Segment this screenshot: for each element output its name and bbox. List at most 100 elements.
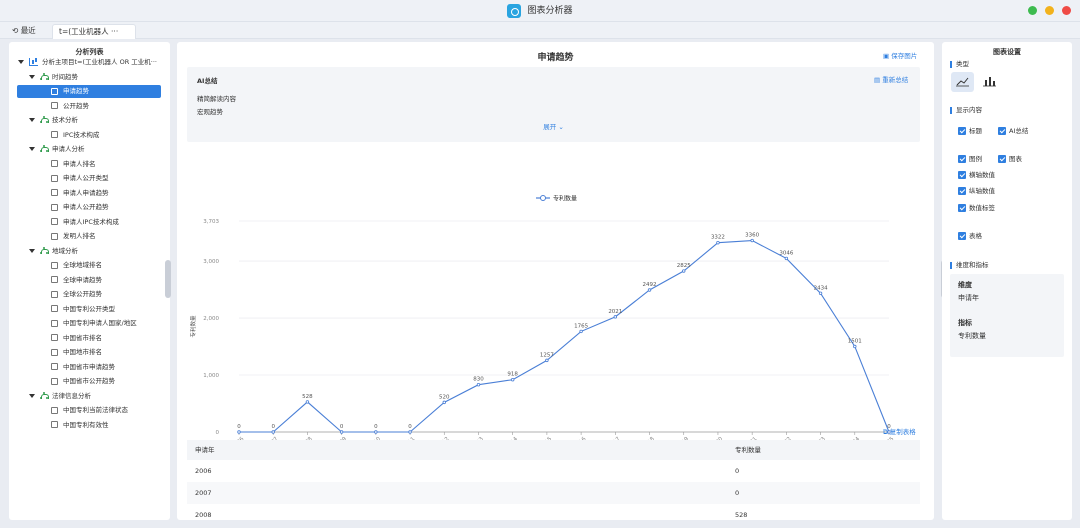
chart-title: 申请趋势 xyxy=(537,53,574,63)
bar-chart-type-button[interactable] xyxy=(978,72,1001,92)
tab-more-icon[interactable]: ··· xyxy=(111,27,119,36)
caret-down-icon[interactable] xyxy=(18,60,24,64)
data-label: 1765 xyxy=(574,323,588,329)
data-label: 0 xyxy=(408,424,412,430)
tree-item[interactable]: 申请人IPC技术构成 xyxy=(51,216,119,229)
tree-item[interactable]: 全球地域排名 xyxy=(51,259,102,272)
close-window-button[interactable] xyxy=(1062,6,1071,15)
chart-item-icon xyxy=(51,290,58,298)
tree-item[interactable]: 发明人排名 xyxy=(51,230,96,243)
tree-item[interactable]: 全球公开趋势 xyxy=(51,288,102,301)
tree-item[interactable]: 中国专利公开类型 xyxy=(51,303,115,316)
window-title: 图表分析器 xyxy=(0,3,1080,18)
tree-item[interactable]: 中国省市申请趋势 xyxy=(51,361,115,374)
copy-table-button[interactable]: ⧉ 复制表格 xyxy=(883,428,916,436)
tree-item[interactable]: 中国专利当前法律状态 xyxy=(51,404,128,417)
data-point xyxy=(442,400,446,405)
checkbox-title[interactable]: 标题 xyxy=(958,126,982,136)
data-point xyxy=(339,430,344,434)
y-axis-label: 专利数量 xyxy=(189,315,197,338)
tree-item[interactable]: 中国专利申请人国家/地区 xyxy=(51,317,137,330)
data-point xyxy=(818,291,823,296)
data-label: 918 xyxy=(507,372,518,378)
data-label: 0 xyxy=(374,424,378,430)
checkbox-table[interactable]: 表格 xyxy=(958,231,982,241)
copy-icon: ⧉ xyxy=(883,428,888,436)
tree-group[interactable]: 技术分析 xyxy=(29,114,78,127)
caret-down-icon[interactable] xyxy=(29,248,35,253)
caret-down-icon[interactable] xyxy=(29,118,35,122)
data-label: 0 xyxy=(271,424,275,430)
tab-recent[interactable]: ⟲ 最近 xyxy=(12,26,36,35)
tree-item[interactable]: 申请趋势 xyxy=(17,85,161,98)
data-label: 0 xyxy=(887,424,891,430)
document-icon: ▤ xyxy=(874,76,881,84)
bar-chart-icon xyxy=(983,77,996,87)
data-point xyxy=(237,430,241,434)
tree-item[interactable]: IPC技术构成 xyxy=(51,129,99,142)
data-label: 2021 xyxy=(608,309,622,315)
expand-button[interactable]: 展开 ⌄ xyxy=(543,123,564,131)
metric-label: 指标 xyxy=(958,319,972,327)
left-collapse-handle[interactable] xyxy=(165,260,171,298)
chart-item-icon xyxy=(51,102,58,109)
tree-item[interactable]: 公开趋势 xyxy=(51,100,89,113)
line-chart-type-button[interactable] xyxy=(951,72,974,92)
save-image-button[interactable]: ▣ 保存图片 xyxy=(883,52,918,60)
tab-analysis[interactable]: 最近 t=(工业机器人 ··· ⋮ × xyxy=(52,24,136,50)
legend-marker xyxy=(540,195,546,201)
chart-item-icon xyxy=(51,174,58,182)
tree-group[interactable]: 申请人分析 xyxy=(29,143,85,156)
analysis-list-title: 分析列表 xyxy=(75,48,104,56)
chart-item-icon xyxy=(51,319,58,327)
node-group-icon xyxy=(40,391,49,400)
tree-item[interactable]: 全球申请趋势 xyxy=(51,274,102,287)
tree-item[interactable]: 申请人申请趋势 xyxy=(51,187,109,200)
checkbox-ai-summary[interactable]: AI总结 xyxy=(998,126,1028,136)
checkbox-value-labels[interactable]: 数值标签 xyxy=(958,203,995,213)
table-cell-year: 2008 xyxy=(195,511,212,519)
caret-down-icon[interactable] xyxy=(29,147,35,151)
tree-item[interactable]: 中国省市排名 xyxy=(51,332,102,345)
caret-down-icon[interactable] xyxy=(29,74,35,79)
display-section-label: 显示内容 xyxy=(950,104,982,114)
tree-root[interactable]: 分析主项目t=(工业机器人 OR 工业机··· xyxy=(18,56,157,69)
regenerate-summary-button[interactable]: ▤ 重新总结 xyxy=(874,76,909,84)
chart-item-icon xyxy=(51,261,58,269)
tree-item[interactable]: 中国专利有效性 xyxy=(51,419,109,432)
chart-item-icon xyxy=(51,189,58,196)
tree-item[interactable]: 申请人公开类型 xyxy=(51,172,109,185)
metric-value[interactable]: 专利数量 xyxy=(958,332,986,340)
caret-down-icon[interactable] xyxy=(29,393,35,398)
dimension-value[interactable]: 申请年 xyxy=(958,294,979,302)
table-cell-count: 0 xyxy=(735,489,740,497)
y-tick-label: 1,000 xyxy=(203,373,219,379)
chart-item-icon xyxy=(51,203,58,211)
ai-summary-line2: 宏观趋势 xyxy=(197,108,223,116)
tree-item[interactable]: 中国省市公开趋势 xyxy=(51,375,115,388)
table-header-year: 申请年 xyxy=(195,446,215,454)
data-label: 0 xyxy=(237,424,241,430)
minimize-button[interactable] xyxy=(1045,6,1054,15)
checkbox-chart[interactable]: 图表 xyxy=(998,154,1022,164)
tree-group[interactable]: 时间趋势 xyxy=(29,71,78,84)
data-point xyxy=(682,269,686,273)
data-table: 申请年 专利数量 2006 0 2007 0 2008 528 xyxy=(187,440,920,520)
y-tick-label: 0 xyxy=(216,430,220,436)
data-label: 2434 xyxy=(814,285,828,291)
ai-summary-line1: 精简解读内容 xyxy=(197,95,236,103)
tree-group[interactable]: 法律信息分析 xyxy=(29,390,91,403)
checkbox-x-axis-values[interactable]: 横轴数值 xyxy=(958,170,995,180)
tree-item[interactable]: 申请人排名 xyxy=(51,158,96,171)
data-label: 1501 xyxy=(848,338,862,344)
checkbox-y-axis-values[interactable]: 纵轴数值 xyxy=(958,186,995,196)
data-label: 520 xyxy=(439,394,450,400)
data-point xyxy=(374,430,378,434)
data-label: 3046 xyxy=(779,250,793,256)
app-icon xyxy=(507,3,522,18)
checkbox-legend[interactable]: 图例 xyxy=(958,154,982,164)
tree-group[interactable]: 地域分析 xyxy=(29,245,78,258)
tree-item[interactable]: 中国地市排名 xyxy=(51,346,102,359)
maximize-button[interactable] xyxy=(1028,6,1037,15)
tree-item[interactable]: 申请人公开趋势 xyxy=(51,201,109,214)
